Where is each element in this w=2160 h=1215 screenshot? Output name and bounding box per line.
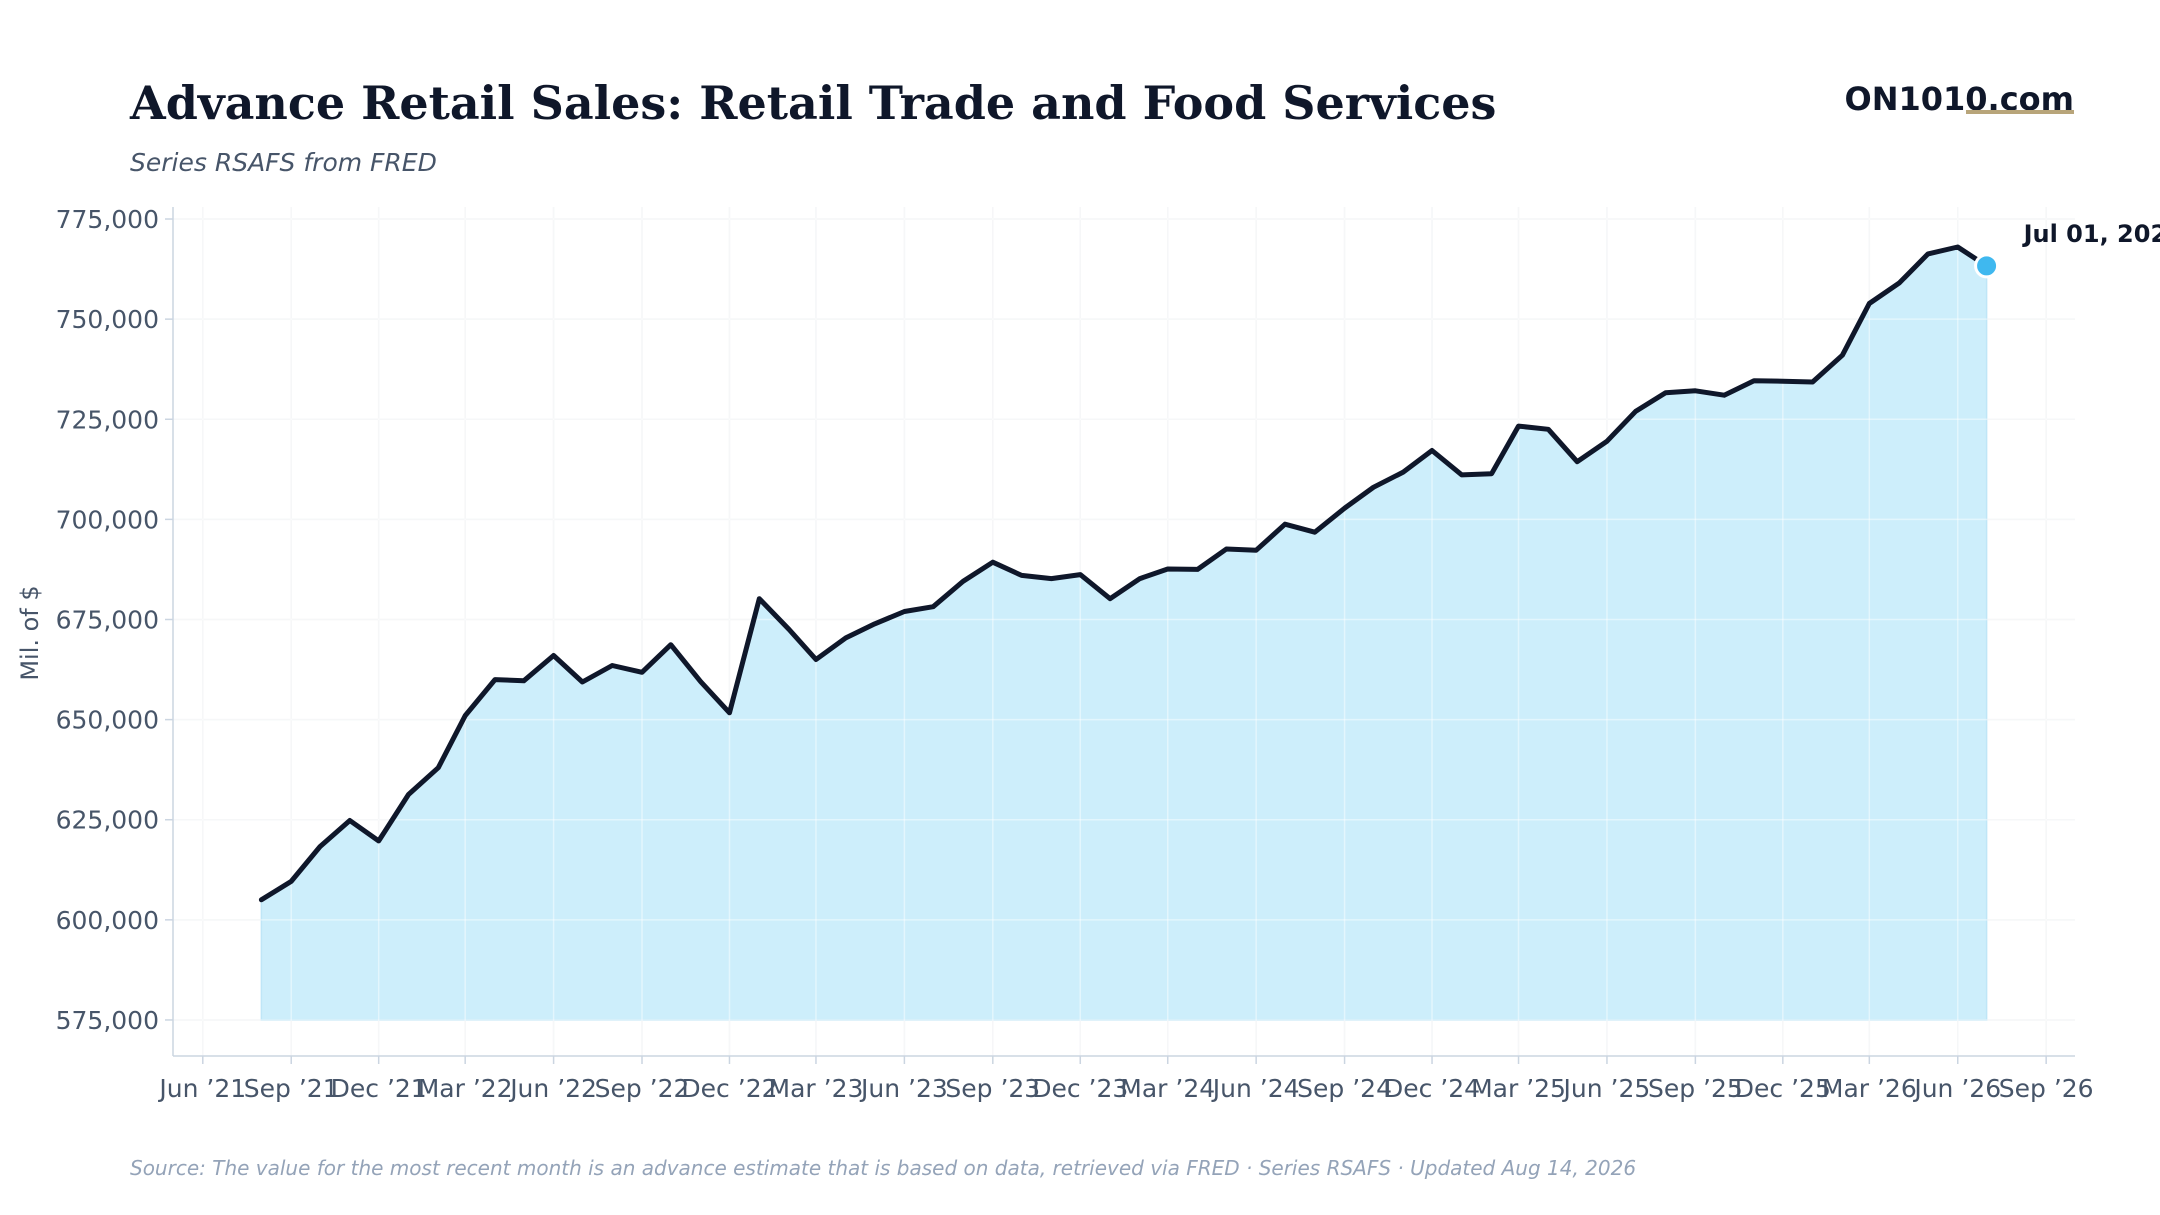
x-tick-label: Sep ’24 <box>1297 1074 1392 1103</box>
x-tick-label: Jun ’21 <box>157 1074 246 1103</box>
grid-overlay <box>173 207 2075 1056</box>
brand-underline <box>1966 110 2074 114</box>
x-tick-label: Sep ’23 <box>945 1074 1040 1103</box>
x-tick-label: Dec ’25 <box>1735 1074 1831 1103</box>
y-tick-label: 600,000 <box>56 906 159 935</box>
latest-value-annotation: Jul 01, 2026: 763,344 <box>2022 220 2160 248</box>
x-tick-label: Mar ’26 <box>1822 1074 1917 1103</box>
x-tick-label: Dec ’21 <box>331 1074 427 1103</box>
x-tick-label: Jun ’22 <box>508 1074 597 1103</box>
y-tick-label: 575,000 <box>56 1006 159 1035</box>
y-tick-label: 775,000 <box>56 205 159 234</box>
x-tick-label: Mar ’23 <box>769 1074 864 1103</box>
x-tick-label: Sep ’22 <box>595 1074 690 1103</box>
x-tick-label: Jun ’23 <box>859 1074 948 1103</box>
chart-title: Advance Retail Sales: Retail Trade and F… <box>130 76 1497 130</box>
y-tick-label: 625,000 <box>56 806 159 835</box>
x-tick-label: Sep ’25 <box>1648 1074 1743 1103</box>
series-line <box>258 244 1990 903</box>
chart-subtitle: Series RSAFS from FRED <box>130 148 437 177</box>
area-fill <box>260 246 1988 1021</box>
y-tick-label: 675,000 <box>56 605 159 634</box>
x-tick-label: Jun ’24 <box>1211 1074 1300 1103</box>
x-tick-label: Dec ’24 <box>1384 1074 1480 1103</box>
x-tick-label: Sep ’21 <box>244 1074 339 1103</box>
y-tick-label: 750,000 <box>56 305 159 334</box>
y-tick-label: 700,000 <box>56 505 159 534</box>
axes <box>172 207 2075 1057</box>
x-tick-label: Dec ’22 <box>681 1074 777 1103</box>
y-axis-label: Mil. of $ <box>16 585 44 680</box>
x-tick-label: Mar ’22 <box>418 1074 513 1103</box>
x-tick-label: Jun ’25 <box>1562 1074 1651 1103</box>
latest-data-point[interactable] <box>1974 253 2000 279</box>
x-tick-label: Mar ’25 <box>1471 1074 1566 1103</box>
y-axis-ticks: 575,000 600,000 625,000 650,000 675,000 700,0… <box>56 205 173 1035</box>
x-tick-label: Dec ’23 <box>1032 1074 1128 1103</box>
source-note: Source: The value for the most recent mo… <box>130 1156 1637 1180</box>
x-tick-label: Mar ’24 <box>1120 1074 1215 1103</box>
x-tick-label: Sep ’26 <box>1999 1074 2094 1103</box>
y-tick-label: 650,000 <box>56 706 159 735</box>
x-tick-label: Jun ’26 <box>1912 1074 2001 1103</box>
y-tick-label: 725,000 <box>56 405 159 434</box>
